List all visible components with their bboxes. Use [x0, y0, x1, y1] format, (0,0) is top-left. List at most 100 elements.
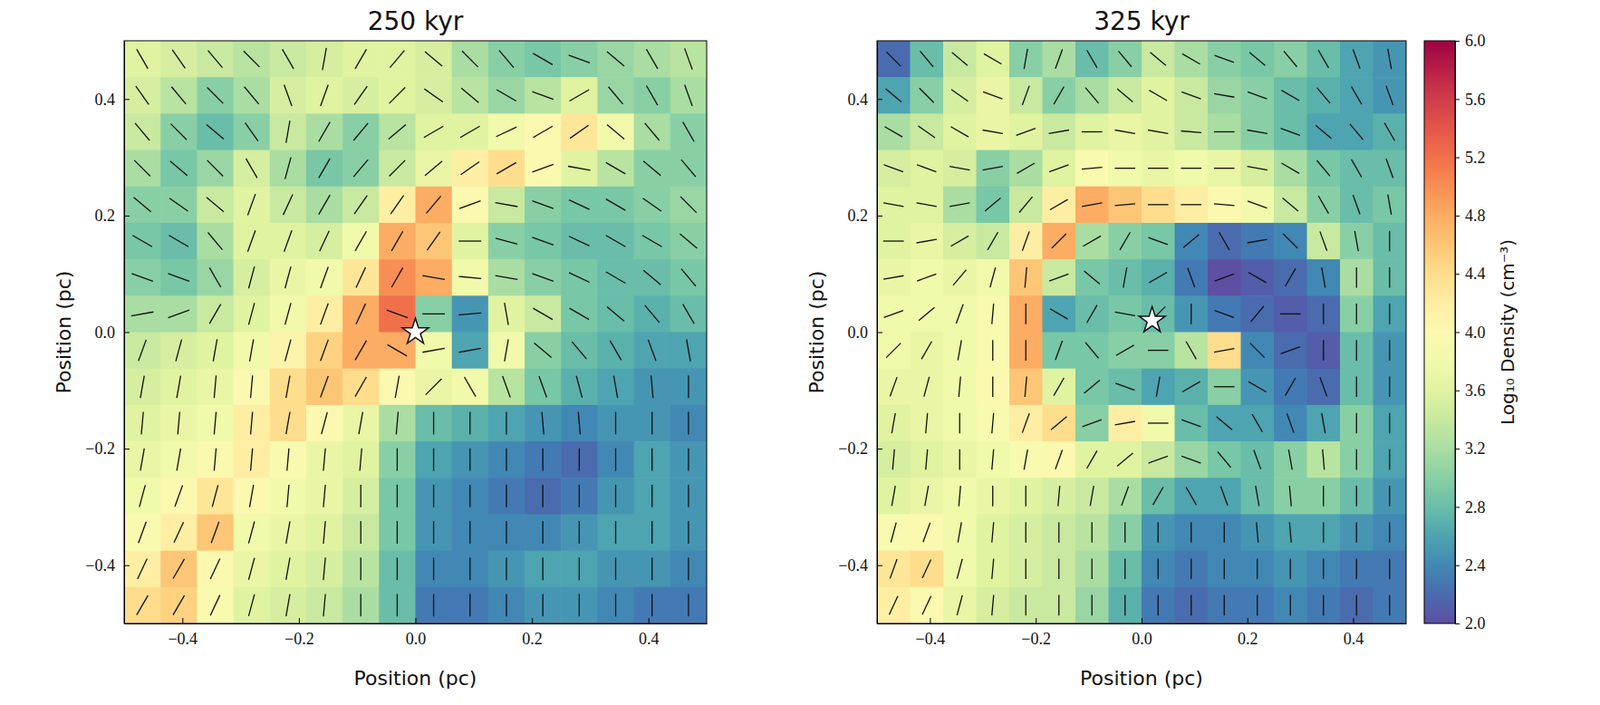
field-vector [576, 375, 582, 398]
density-cell [1175, 477, 1209, 515]
field-vector [1248, 272, 1267, 283]
field-vector [1356, 595, 1358, 617]
tick-mark [531, 617, 533, 624]
field-vector [1025, 595, 1027, 617]
tick: 0.0 [1131, 617, 1153, 648]
density-cell [976, 40, 1011, 78]
density-cell [877, 150, 911, 188]
field-vector [1315, 125, 1331, 139]
density-cell [1339, 222, 1374, 261]
density-cell [1175, 550, 1209, 588]
density-cell [1075, 550, 1109, 588]
field-vector [132, 235, 153, 247]
density-cell [1042, 113, 1077, 151]
density-cell [233, 587, 271, 624]
density-cell [877, 332, 911, 370]
field-vector [285, 266, 291, 289]
density-cell [910, 186, 945, 224]
tick: 0.0 [95, 323, 131, 342]
density-cell [1042, 587, 1077, 624]
field-vector [992, 595, 994, 617]
field-vector [992, 558, 994, 579]
field-vector [680, 196, 697, 213]
density-cell [1141, 186, 1176, 224]
field-vector [390, 195, 404, 214]
field-vector [355, 48, 367, 69]
field-vector [1025, 485, 1027, 507]
density-cell [1141, 550, 1176, 588]
density-cell [634, 550, 672, 588]
density-cell [1075, 368, 1109, 406]
density-cell [1373, 477, 1408, 515]
field-vector [1182, 53, 1201, 64]
field-vector [139, 484, 145, 507]
field-vector [286, 375, 290, 399]
density-cell [269, 513, 308, 551]
density-cell [160, 368, 198, 406]
field-vector [1322, 558, 1324, 579]
field-vector [1117, 88, 1133, 103]
density-cell [342, 150, 380, 188]
density-cell [597, 513, 635, 551]
field-vector [884, 126, 903, 137]
density-cell [1175, 368, 1209, 406]
tick: 0.2 [1237, 617, 1259, 648]
field-vector [578, 557, 580, 580]
density-cell [524, 77, 562, 115]
density-cell [1339, 186, 1374, 224]
field-vector [1256, 595, 1258, 617]
field-vector [1320, 376, 1328, 396]
density-cell [1075, 513, 1109, 551]
density-cell [124, 513, 162, 551]
density-cell [306, 77, 344, 115]
density-cell [306, 295, 344, 333]
tick-label: 2.0 [1465, 614, 1486, 633]
density-cell [1307, 477, 1341, 515]
tick: 0.2 [95, 206, 131, 225]
field-vector [206, 124, 224, 139]
field-vector [571, 341, 587, 359]
y-axis-title: Position (pc) [52, 270, 76, 395]
density-cell [524, 441, 562, 479]
tick-mark [877, 98, 883, 100]
density-cell [670, 404, 707, 443]
density-cell [488, 477, 526, 515]
density-cell [634, 222, 672, 261]
field-vector [606, 271, 627, 283]
field-vector [464, 376, 476, 397]
field-vector [1386, 158, 1394, 178]
field-vector [1388, 267, 1390, 289]
density-cell [415, 186, 454, 224]
density-cell [560, 513, 598, 551]
field-vector [1220, 486, 1228, 506]
density-cell [524, 368, 562, 406]
field-vector [643, 161, 661, 176]
density-cell [560, 40, 598, 78]
density-cell [1207, 368, 1242, 406]
tick-mark [1455, 98, 1460, 100]
density-cell [1175, 513, 1209, 551]
tick-label: 0.0 [848, 323, 869, 342]
density-cell [1175, 186, 1209, 224]
y-axis: −0.4−0.20.00.20.4 [838, 41, 883, 625]
density-cell [452, 441, 490, 479]
density-cell [524, 295, 562, 333]
field-vector [502, 375, 511, 397]
field-vector [1190, 303, 1192, 325]
field-vector [395, 375, 399, 399]
field-vector [1147, 349, 1169, 351]
field-vector [615, 484, 617, 508]
density-cell [1307, 441, 1341, 479]
density-cell [124, 295, 162, 333]
density-cell [670, 77, 707, 115]
density-cell [976, 77, 1011, 115]
field-vector [206, 197, 224, 213]
density-cell [1175, 113, 1209, 151]
field-vector [647, 339, 656, 361]
chart-canvas: −0.4−0.20.00.20.4−0.4−0.20.00.20.4250 ky… [0, 0, 1600, 705]
field-vector [1115, 383, 1135, 391]
field-vector [136, 595, 148, 616]
density-cell [560, 259, 598, 297]
field-vector [1050, 308, 1069, 319]
density-cell [634, 295, 672, 333]
